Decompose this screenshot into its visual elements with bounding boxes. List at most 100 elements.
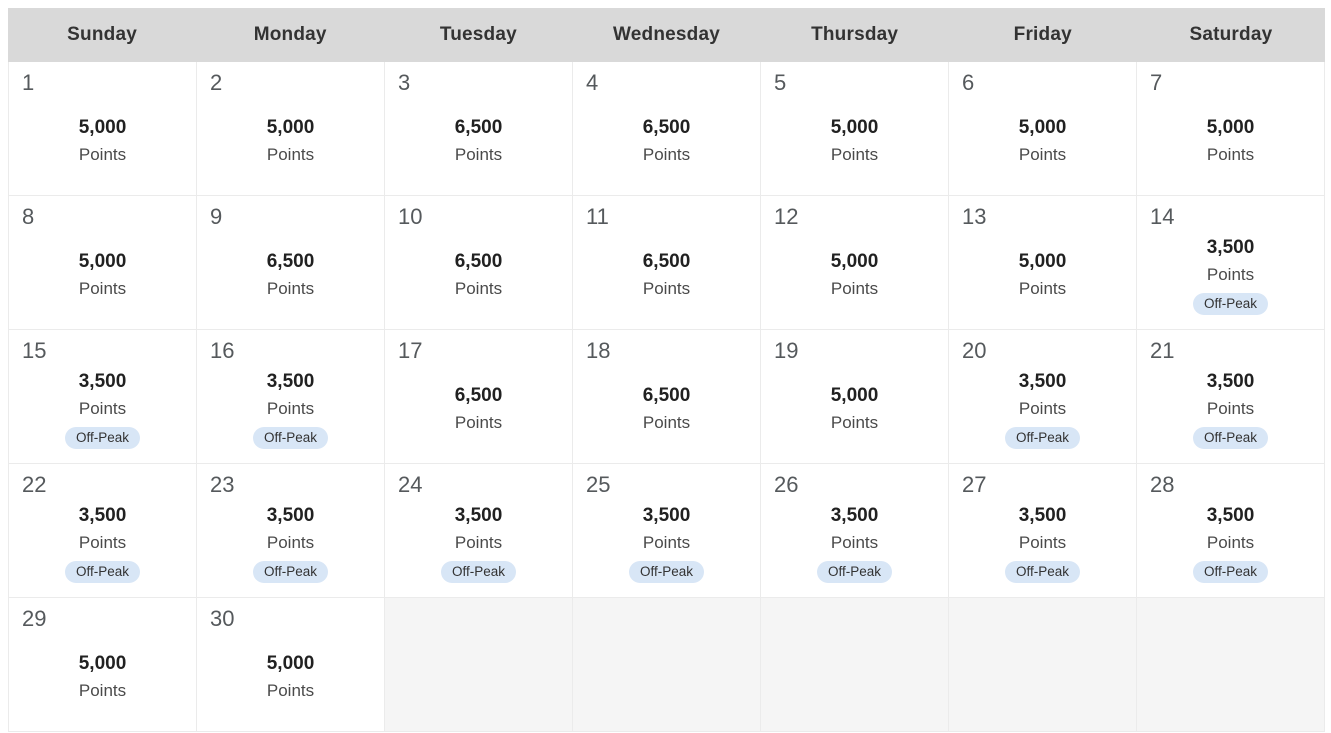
calendar-day-cell[interactable]: 1 5,000 Points <box>9 62 197 196</box>
points-label: Points <box>642 533 691 552</box>
off-peak-badge: Off-Peak <box>628 561 705 583</box>
off-peak-badge: Off-Peak <box>1192 293 1269 315</box>
off-peak-badge: Off-Peak <box>1192 561 1269 583</box>
points-label: Points <box>78 278 127 298</box>
calendar-day-cell[interactable]: 14 3,500 Points Off-Peak <box>1137 196 1325 330</box>
day-number: 29 <box>22 606 47 631</box>
calendar-day-cell[interactable]: 23 3,500 Points Off-Peak <box>197 464 385 598</box>
points-label: Points <box>266 399 315 418</box>
empty-cell <box>573 598 761 732</box>
points-value: 3,500 <box>78 371 127 392</box>
points-value: 5,000 <box>1206 116 1255 138</box>
calendar-day-cell[interactable]: 10 6,500 Points <box>385 196 573 330</box>
calendar-day-cell[interactable]: 28 3,500 Points Off-Peak <box>1137 464 1325 598</box>
calendar-day-cell[interactable]: 22 3,500 Points Off-Peak <box>9 464 197 598</box>
points-label: Points <box>1018 278 1067 298</box>
points-value: 3,500 <box>1206 505 1255 526</box>
points-value: 3,500 <box>78 505 127 526</box>
calendar-day-cell[interactable]: 29 5,000 Points <box>9 598 197 732</box>
points-value: 5,000 <box>78 250 127 272</box>
day-cell-content: 3,500 Points Off-Peak <box>197 502 384 597</box>
calendar-day-cell[interactable]: 9 6,500 Points <box>197 196 385 330</box>
day-cell-content: 3,500 Points Off-Peak <box>949 502 1136 597</box>
calendar-day-cell[interactable]: 27 3,500 Points Off-Peak <box>949 464 1137 598</box>
calendar-day-cell[interactable]: 8 5,000 Points <box>9 196 197 330</box>
calendar-day-cell[interactable]: 30 5,000 Points <box>197 598 385 732</box>
day-cell-content: 5,000 Points <box>9 636 196 731</box>
points-value: 6,500 <box>454 116 503 138</box>
points-label: Points <box>642 278 691 298</box>
day-cell-content: 6,500 Points <box>385 100 572 195</box>
points-value: 3,500 <box>642 505 691 526</box>
weekday-header-friday: Friday <box>1013 24 1072 45</box>
points-label: Points <box>454 144 503 164</box>
points-value: 6,500 <box>266 250 315 272</box>
calendar-day-cell[interactable]: 12 5,000 Points <box>761 196 949 330</box>
day-cell-content: 3,500 Points Off-Peak <box>1137 368 1324 463</box>
day-cell-content: 3,500 Points Off-Peak <box>9 502 196 597</box>
calendar-day-cell[interactable]: 7 5,000 Points <box>1137 62 1325 196</box>
points-value: 5,000 <box>78 116 127 138</box>
day-number: 8 <box>22 204 35 229</box>
day-cell-content: 5,000 Points <box>1137 100 1324 195</box>
day-cell-content: 5,000 Points <box>949 100 1136 195</box>
off-peak-badge: Off-Peak <box>1004 427 1081 449</box>
day-number: 6 <box>962 70 975 95</box>
calendar-day-cell[interactable]: 15 3,500 Points Off-Peak <box>9 330 197 464</box>
calendar-day-cell[interactable]: 21 3,500 Points Off-Peak <box>1137 330 1325 464</box>
empty-cell <box>1137 598 1325 732</box>
calendar-day-cell[interactable]: 13 5,000 Points <box>949 196 1137 330</box>
points-value: 6,500 <box>454 250 503 272</box>
weekday-header-tuesday: Tuesday <box>439 24 517 45</box>
off-peak-badge: Off-Peak <box>1192 427 1269 449</box>
points-label: Points <box>1018 399 1067 418</box>
calendar-day-cell[interactable]: 17 6,500 Points <box>385 330 573 464</box>
day-number: 25 <box>586 472 611 497</box>
calendar-day-cell[interactable]: 20 3,500 Points Off-Peak <box>949 330 1137 464</box>
empty-cell <box>385 598 573 732</box>
points-label: Points <box>1206 533 1255 552</box>
empty-cell <box>949 598 1137 732</box>
calendar-day-cell[interactable]: 19 5,000 Points <box>761 330 949 464</box>
calendar-day-cell[interactable]: 25 3,500 Points Off-Peak <box>573 464 761 598</box>
points-value: 3,500 <box>1206 237 1255 258</box>
off-peak-badge: Off-Peak <box>252 561 329 583</box>
calendar-day-cell[interactable]: 16 3,500 Points Off-Peak <box>197 330 385 464</box>
points-value: 3,500 <box>266 371 315 392</box>
points-label: Points <box>1018 144 1067 164</box>
points-label: Points <box>830 144 879 164</box>
calendar-day-cell[interactable]: 2 5,000 Points <box>197 62 385 196</box>
off-peak-badge: Off-Peak <box>440 561 517 583</box>
calendar-day-cell[interactable]: 6 5,000 Points <box>949 62 1137 196</box>
points-value: 3,500 <box>266 505 315 526</box>
day-cell-content: 5,000 Points <box>761 100 948 195</box>
day-number: 15 <box>22 338 47 363</box>
points-value: 6,500 <box>642 250 691 272</box>
calendar-day-cell[interactable]: 18 6,500 Points <box>573 330 761 464</box>
weekday-header-row: Sunday Monday Tuesday Wednesday Thursday Frid… <box>8 8 1325 62</box>
points-label: Points <box>454 533 503 552</box>
points-label: Points <box>1206 265 1255 284</box>
day-number: 4 <box>586 70 599 95</box>
day-cell-content: 5,000 Points <box>949 234 1136 329</box>
calendar-day-cell[interactable]: 3 6,500 Points <box>385 62 573 196</box>
points-label: Points <box>78 144 127 164</box>
calendar-day-cell[interactable]: 24 3,500 Points Off-Peak <box>385 464 573 598</box>
points-value: 5,000 <box>830 384 879 406</box>
points-label: Points <box>454 278 503 298</box>
weekday-header-thursday: Thursday <box>811 24 899 45</box>
calendar-day-cell[interactable]: 5 5,000 Points <box>761 62 949 196</box>
calendar-day-cell[interactable]: 4 6,500 Points <box>573 62 761 196</box>
weekday-header-sunday: Sunday <box>67 24 137 45</box>
points-label: Points <box>454 412 503 432</box>
day-number: 14 <box>1150 204 1175 229</box>
calendar-day-cell[interactable]: 26 3,500 Points Off-Peak <box>761 464 949 598</box>
day-number: 9 <box>210 204 223 229</box>
empty-cell <box>761 598 949 732</box>
day-number: 16 <box>210 338 235 363</box>
day-cell-content: 3,500 Points Off-Peak <box>949 368 1136 463</box>
day-cell-content: 3,500 Points Off-Peak <box>761 502 948 597</box>
day-number: 10 <box>398 204 423 229</box>
calendar-day-cell[interactable]: 11 6,500 Points <box>573 196 761 330</box>
points-value: 5,000 <box>1018 116 1067 138</box>
